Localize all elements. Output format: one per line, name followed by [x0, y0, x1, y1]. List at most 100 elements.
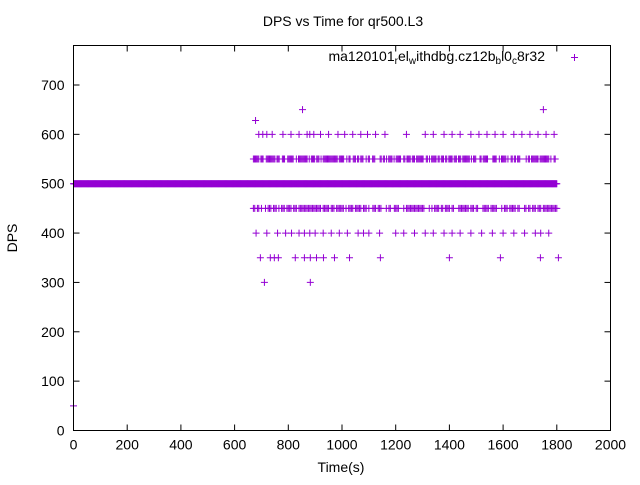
data-point: [274, 254, 282, 262]
data-point: [467, 130, 475, 138]
data-point: [516, 155, 524, 163]
data-point: [311, 229, 319, 237]
x-axis-label: Time(s): [318, 459, 365, 475]
data-point: [268, 130, 276, 138]
data-point: [343, 229, 351, 237]
legend-key-marker: [571, 54, 578, 61]
data-point: [252, 229, 260, 237]
y-tick-label: 700: [41, 77, 65, 93]
data-point: [440, 130, 448, 138]
data-point: [536, 254, 544, 262]
data-point: [496, 254, 504, 262]
x-tick-label: 1800: [541, 437, 572, 453]
y-tick-label: 100: [41, 373, 65, 389]
data-point: [376, 254, 384, 262]
data-point: [445, 254, 453, 262]
data-point: [429, 229, 437, 237]
data-point: [319, 254, 327, 262]
data-point: [306, 254, 314, 262]
data-point: [341, 130, 349, 138]
data-point: [478, 229, 486, 237]
data-point: [550, 130, 558, 138]
data-point: [312, 254, 320, 262]
chart-title: DPS vs Time for qr500.L3: [263, 13, 424, 29]
data-point: [306, 278, 314, 286]
data-point: [274, 229, 282, 237]
data-point: [325, 130, 333, 138]
data-point: [448, 229, 456, 237]
data-point: [400, 229, 408, 237]
data-point: [263, 229, 271, 237]
data-point: [282, 229, 290, 237]
data-point: [510, 229, 518, 237]
data-point: [334, 130, 342, 138]
plot-frame: [73, 45, 611, 431]
data-point: [521, 229, 529, 237]
data-point: [539, 106, 547, 114]
data-point: [421, 229, 429, 237]
y-tick-label: 200: [41, 324, 65, 340]
data-point: [349, 130, 357, 138]
data-point: [526, 130, 534, 138]
data-point: [327, 229, 335, 237]
data-point: [381, 130, 389, 138]
data-point: [357, 130, 365, 138]
data-point: [542, 130, 550, 138]
x-tick-label: 1600: [488, 437, 519, 453]
data-point: [372, 130, 380, 138]
x-tick-label: 600: [223, 437, 247, 453]
data-point: [252, 117, 260, 125]
data-point: [499, 229, 507, 237]
data-point: [402, 130, 410, 138]
data-point: [300, 254, 308, 262]
x-tick-label: 400: [169, 437, 193, 453]
x-tick-label: 2000: [595, 437, 626, 453]
data-point: [554, 254, 562, 262]
x-tick-label: 800: [277, 437, 301, 453]
y-tick-label: 500: [41, 176, 65, 192]
data-point: [287, 130, 295, 138]
data-point: [551, 155, 559, 163]
x-tick-label: 1200: [380, 437, 411, 453]
data-point: [260, 278, 268, 286]
data-point: [291, 254, 299, 262]
data-point: [483, 130, 491, 138]
data-point: [295, 130, 303, 138]
y-tick-label: 400: [41, 225, 65, 241]
data-point: [491, 130, 499, 138]
data-point: [299, 106, 307, 114]
data-point: [279, 130, 287, 138]
y-tick-label: 0: [57, 423, 65, 439]
data-point: [440, 229, 448, 237]
data-point: [518, 130, 526, 138]
data-point: [392, 229, 400, 237]
y-axis-label: DPS: [4, 224, 20, 253]
data-point: [319, 229, 327, 237]
x-tick-label: 1400: [434, 437, 465, 453]
data-point: [256, 254, 264, 262]
data-point: [553, 204, 561, 212]
data-point: [510, 130, 518, 138]
data-point: [376, 229, 384, 237]
data-point: [448, 130, 456, 138]
x-tick-label: 1000: [326, 437, 357, 453]
data-point: [288, 229, 296, 237]
data-point: [467, 229, 475, 237]
data-point: [537, 229, 545, 237]
data-point: [317, 130, 325, 138]
data-point: [365, 229, 373, 237]
data-point: [335, 229, 343, 237]
data-point: [330, 254, 338, 262]
data-point: [475, 130, 483, 138]
data-point: [421, 130, 429, 138]
data-point: [456, 229, 464, 237]
x-tick-label: 200: [116, 437, 140, 453]
data-point: [364, 130, 372, 138]
data-point: [410, 229, 418, 237]
data-point: [456, 130, 464, 138]
data-point: [499, 130, 507, 138]
data-point: [488, 229, 496, 237]
data-point: [545, 229, 553, 237]
legend-label: ma120101relwithdbg.cz12bbl0c8r32: [328, 48, 545, 67]
